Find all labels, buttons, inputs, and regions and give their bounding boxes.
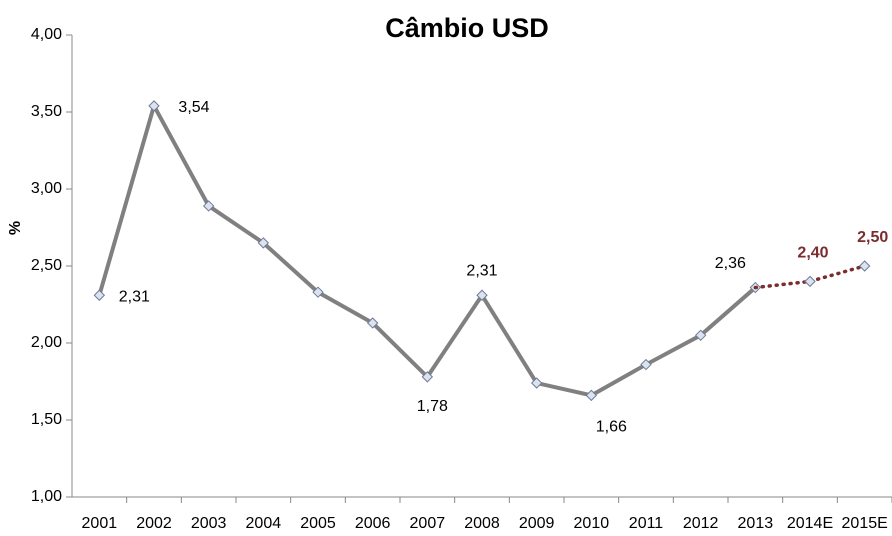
x-tick-label: 2004 (246, 515, 282, 532)
x-tick-label: 2013 (738, 515, 774, 532)
data-point (858, 260, 871, 272)
data-label: 2,36 (715, 255, 746, 272)
series-line (97, 100, 758, 398)
x-tick-label: 2014E (787, 515, 833, 532)
data-point (257, 237, 270, 249)
x-tick-label: 2005 (300, 515, 336, 532)
x-tick-label: 2015E (842, 515, 888, 532)
x-tick-label: 2011 (629, 515, 664, 532)
y-tick-label: 2,50 (31, 257, 62, 274)
data-label: 2,31 (119, 288, 150, 305)
x-tick-label: 2007 (410, 515, 446, 532)
data-label: 1,66 (596, 419, 627, 436)
y-tick-label: 1,00 (31, 488, 62, 505)
data-point (93, 289, 106, 301)
data-label: 2,50 (857, 229, 888, 246)
data-point (640, 358, 652, 371)
x-tick-label: 2012 (683, 515, 719, 532)
x-tick-label: 2008 (464, 515, 500, 532)
data-point (148, 100, 160, 112)
data-point (421, 371, 434, 383)
data-label: 1,78 (417, 398, 448, 415)
y-tick-label: 3,00 (31, 180, 62, 197)
data-point (804, 275, 816, 288)
x-tick-label: 2003 (191, 515, 227, 532)
data-point (312, 286, 324, 298)
x-tick-label: 2002 (136, 515, 172, 532)
x-tick-label: 2010 (574, 515, 610, 532)
data-point (202, 200, 215, 212)
data-point (366, 317, 379, 329)
data-label: 3,54 (178, 99, 209, 116)
data-label: 2,31 (466, 262, 497, 279)
x-tick-label: 2001 (82, 515, 118, 532)
data-point (476, 289, 488, 301)
y-tick-label: 2,00 (31, 334, 62, 351)
data-label: 2,40 (797, 245, 828, 262)
x-tick-label: 2009 (519, 515, 555, 532)
x-tick-label: 2006 (355, 515, 391, 532)
y-tick-label: 1,50 (31, 411, 62, 428)
data-point (585, 389, 598, 402)
y-tick-label: 3,50 (31, 103, 62, 120)
y-axis-label: % (7, 221, 24, 235)
chart-title: Câmbio USD (385, 13, 549, 43)
data-point (530, 377, 543, 389)
y-tick-label: 4,00 (31, 26, 62, 43)
data-point (694, 329, 707, 342)
